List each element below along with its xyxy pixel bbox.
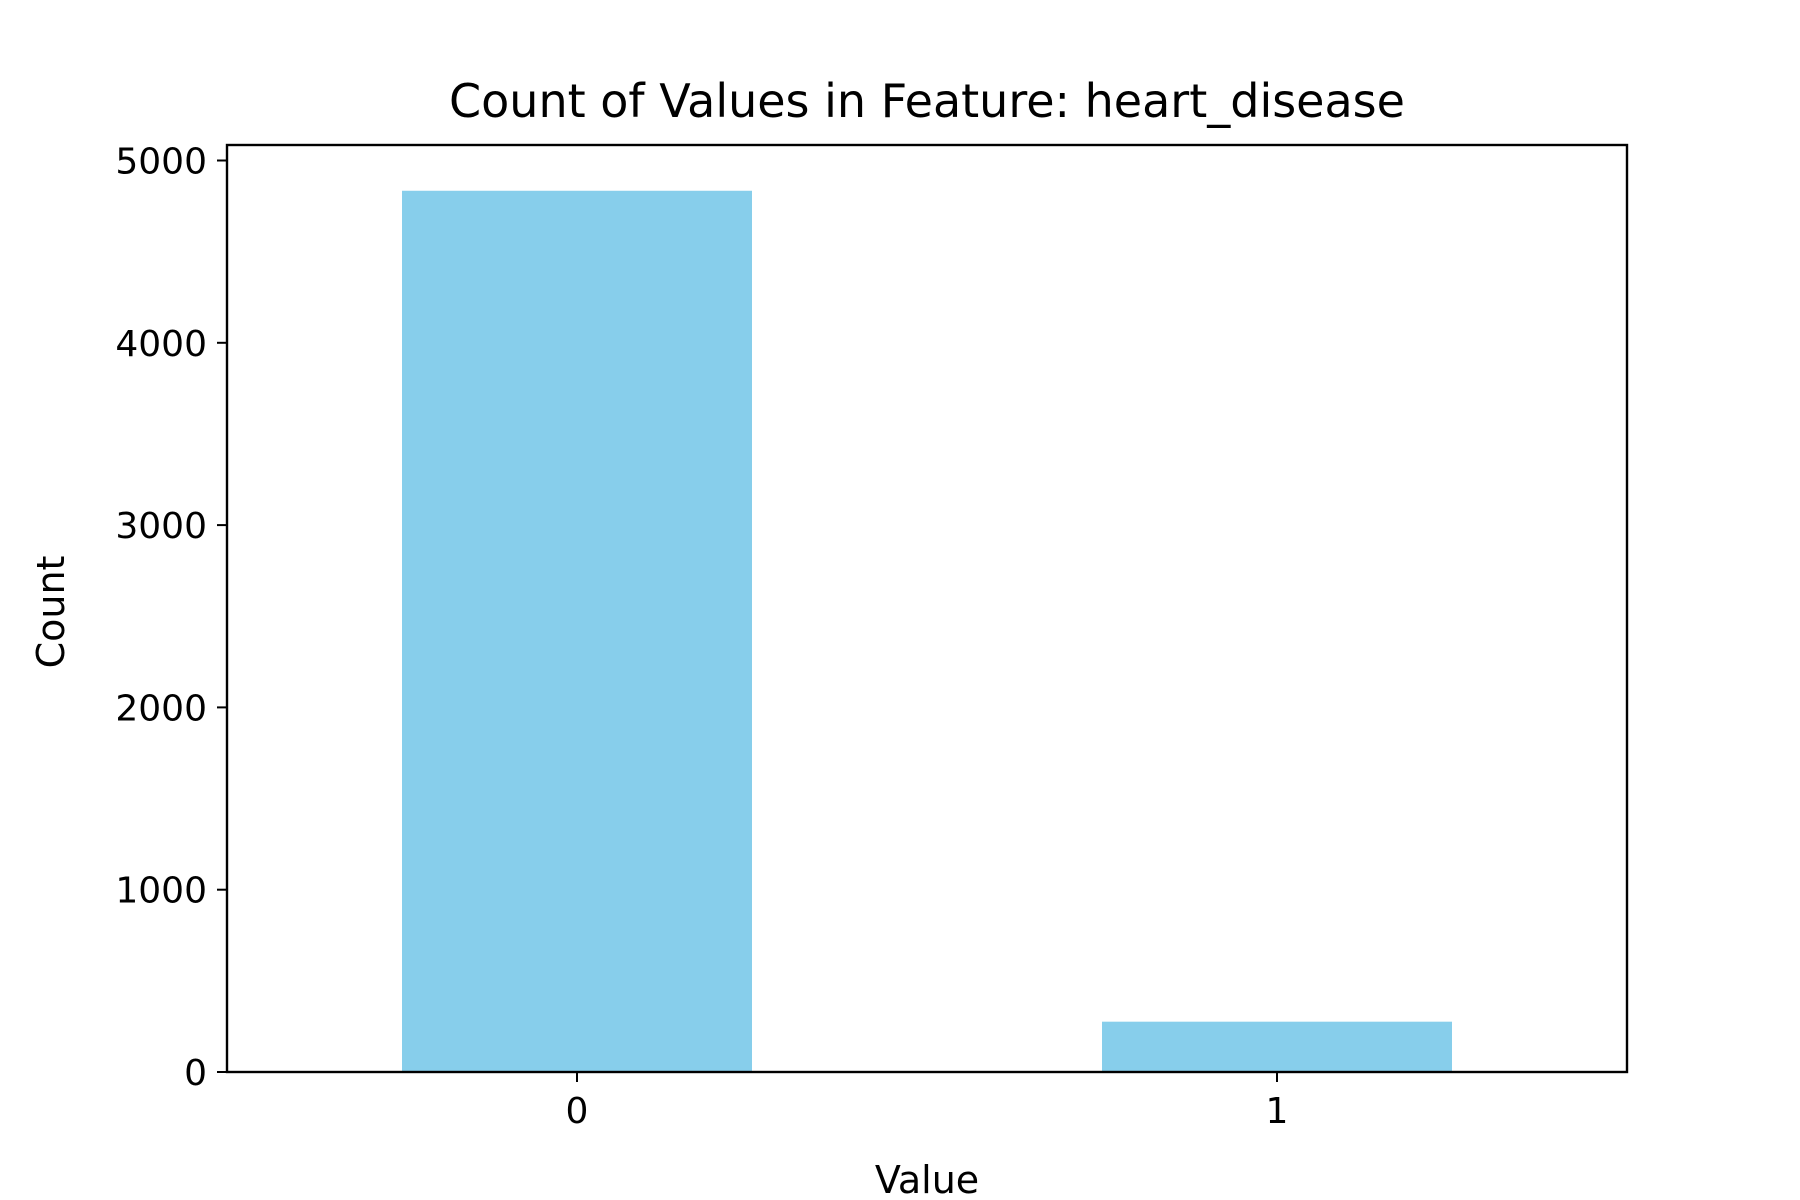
- axes-frame: [225, 143, 1629, 1074]
- y-tick-label: 5000: [115, 141, 207, 182]
- x-tick-label: 1: [1266, 1091, 1289, 1132]
- y-tick-label: 4000: [115, 324, 207, 365]
- y-tick-label: 0: [184, 1053, 207, 1094]
- y-axis-label: Count: [29, 556, 73, 669]
- x-tick-label: 0: [566, 1091, 589, 1132]
- y-tick-label: 3000: [115, 506, 207, 547]
- chart-title: Count of Values in Feature: heart_diseas…: [449, 74, 1405, 128]
- y-axis-ticks: 0 1000 2000 3000 4000 5000: [115, 141, 227, 1094]
- bar-1: [1102, 1021, 1452, 1072]
- bar-0: [402, 190, 752, 1073]
- x-axis-label: Value: [875, 1158, 979, 1200]
- y-tick-label: 2000: [115, 688, 207, 729]
- y-tick-label: 1000: [115, 871, 207, 912]
- plot-area: [402, 190, 1452, 1073]
